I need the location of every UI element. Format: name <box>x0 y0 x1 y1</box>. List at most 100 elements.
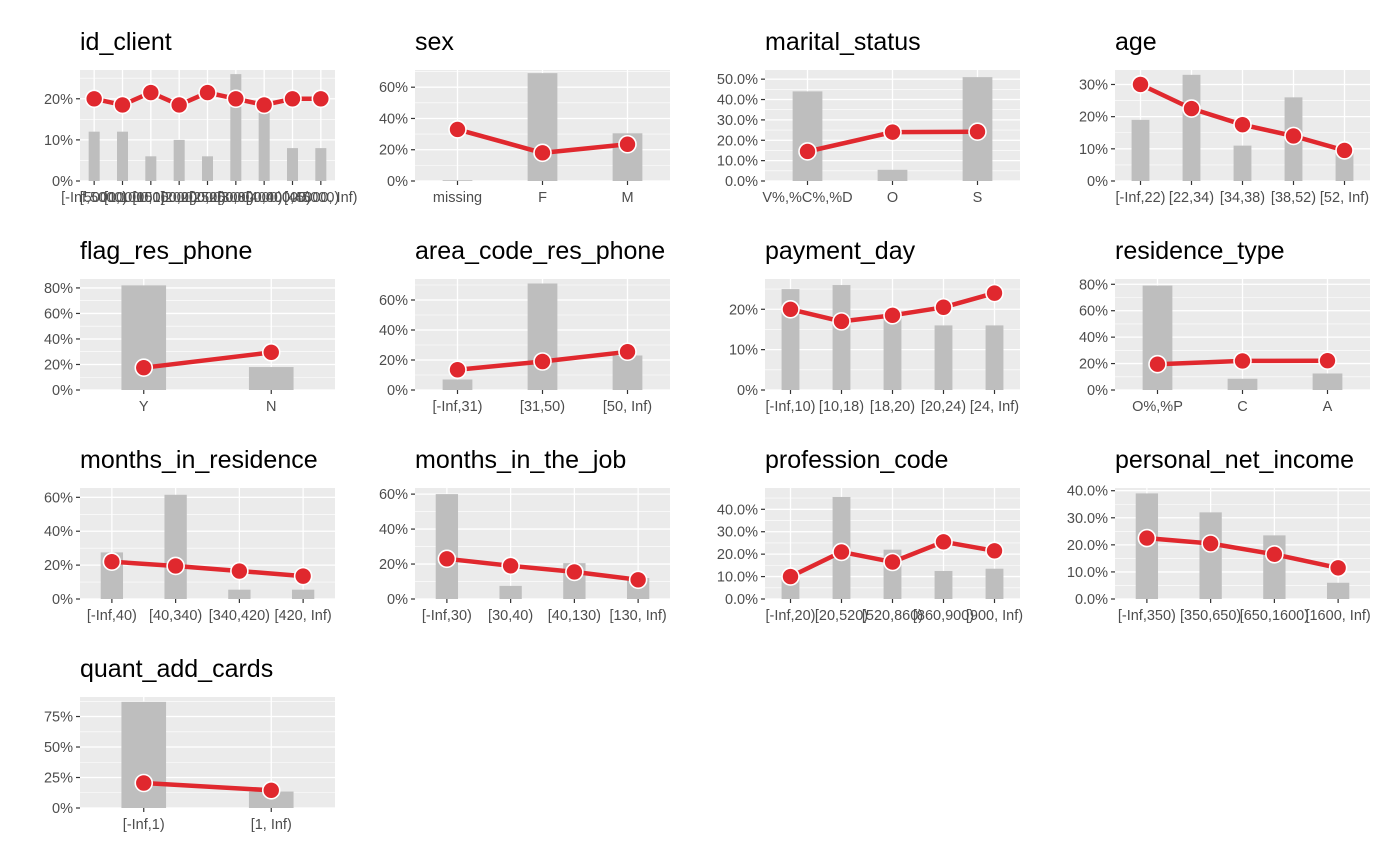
y-tick-label: 60% <box>44 490 73 506</box>
bar <box>1326 582 1350 599</box>
x-tick-label: [860,900) <box>913 608 974 624</box>
y-tick-label: 10.0% <box>1067 565 1108 581</box>
x-tick-label: [40,340) <box>149 608 202 624</box>
y-tick-label: 75% <box>44 710 73 726</box>
y-tick-label: 20% <box>729 302 758 318</box>
bar <box>1182 74 1201 181</box>
panel-2: marital_status 0.0% 10.0% 20.0% 30.0% 40.0% 50… <box>717 28 1020 206</box>
bar <box>934 570 953 599</box>
x-tick-label: F <box>538 190 547 206</box>
line-point <box>883 552 902 572</box>
x-tick-label: [52, Inf) <box>1320 190 1369 206</box>
y-tick-label: 40% <box>1079 330 1108 346</box>
bar <box>934 325 953 390</box>
bar <box>117 131 128 181</box>
line-point <box>1131 75 1150 94</box>
line-point <box>134 773 154 793</box>
panel-title: sex <box>415 28 454 56</box>
line-point <box>985 283 1004 303</box>
panel-12: quant_add_cards 0% 25% 50% 75% [-Inf,1) [1, In… <box>44 655 335 833</box>
y-tick-label: 0% <box>52 174 73 190</box>
x-tick-label: [38,52) <box>1271 190 1316 206</box>
panel-title: personal_net_income <box>1115 446 1354 474</box>
y-tick-label: 40% <box>44 524 73 540</box>
x-tick-label: [18,20) <box>870 399 915 415</box>
line-point <box>1148 354 1167 374</box>
x-tick-label: [350,650) <box>1180 608 1241 624</box>
bar <box>883 313 902 390</box>
x-tick-label: [-Inf,40) <box>87 608 137 624</box>
bar <box>164 494 187 599</box>
bar <box>88 131 100 181</box>
y-tick-label: 60% <box>379 80 408 96</box>
x-tick-label: [520,860) <box>862 608 923 624</box>
y-tick-label: 0% <box>387 174 408 190</box>
bar <box>258 111 270 181</box>
panel-background <box>80 697 335 808</box>
x-tick-label: V%,%C%,%D <box>762 190 852 206</box>
bar <box>612 355 643 390</box>
line-point <box>1233 351 1252 371</box>
panel-title: profession_code <box>765 446 948 474</box>
x-tick-label: [15000,20000) <box>132 190 226 206</box>
bar <box>1131 119 1150 181</box>
y-tick-label: 10% <box>1079 142 1108 158</box>
y-tick-label: 0.0% <box>725 174 758 190</box>
bar <box>442 379 473 390</box>
x-tick-label: [25000,30000) <box>189 190 283 206</box>
line-point <box>102 552 122 572</box>
y-tick-label: 20% <box>379 557 408 573</box>
y-tick-label: 20.0% <box>717 133 758 149</box>
bar <box>792 91 823 181</box>
y-tick-label: 0% <box>1087 174 1108 190</box>
x-tick-label: [-Inf,10) <box>766 399 816 415</box>
y-tick-label: 20.0% <box>1067 538 1108 554</box>
y-tick-label: 0% <box>52 592 73 608</box>
series-line <box>444 556 641 583</box>
x-tick-label: [30,40) <box>488 608 533 624</box>
y-tick-label: 0% <box>1087 383 1108 399</box>
series-line <box>141 350 274 370</box>
series-line <box>1144 535 1341 571</box>
line-point <box>226 89 246 109</box>
y-tick-label: 20% <box>44 92 73 108</box>
panel-title: id_client <box>80 28 172 56</box>
series-line <box>109 559 306 579</box>
x-tick-label: [1, Inf) <box>251 817 292 833</box>
y-tick-label: 60% <box>379 487 408 503</box>
line-point <box>781 299 800 319</box>
y-tick-label: 0.0% <box>725 592 758 608</box>
line-point <box>883 306 902 325</box>
x-tick-label: Y <box>139 399 149 415</box>
x-tick-label: [5000,10000) <box>80 190 165 206</box>
x-tick-label: [-Inf,30) <box>422 608 472 624</box>
x-tick-label: [-Inf,5000) <box>61 190 127 206</box>
line-point <box>166 556 185 576</box>
y-tick-label: 40% <box>379 522 408 538</box>
panel-8: months_in_residence 0% 20% 40% 60% [-Inf,40) [… <box>44 446 335 624</box>
line-point <box>1318 351 1337 370</box>
line-point <box>169 95 189 115</box>
x-tick-label: [-Inf,1) <box>123 817 165 833</box>
panel-7: residence_type 0% 20% 40% 60% 80% O%,%P C A <box>1079 237 1370 415</box>
panel-title: flag_res_phone <box>80 237 252 265</box>
panel-title: quant_add_cards <box>80 655 273 683</box>
bar <box>145 156 157 181</box>
bar <box>228 589 251 599</box>
line-point <box>1335 141 1354 160</box>
panel-3: age 0% 10% 20% 30% [-Inf,22) [22,34) [34,38) [38… <box>1079 28 1370 206</box>
y-tick-label: 0% <box>737 383 758 399</box>
y-tick-label: 0% <box>387 383 408 399</box>
line-point <box>141 83 161 102</box>
panel-title: area_code_res_phone <box>415 237 665 265</box>
bar <box>832 285 851 390</box>
x-tick-label: [-Inf,22) <box>1116 190 1166 206</box>
panel-title: months_in_residence <box>80 446 318 474</box>
bar <box>202 156 213 181</box>
line-point <box>832 312 851 331</box>
bar <box>248 367 294 390</box>
bar <box>442 180 473 181</box>
line-point <box>934 532 953 552</box>
line-point <box>1233 115 1252 134</box>
line-point <box>293 566 313 586</box>
